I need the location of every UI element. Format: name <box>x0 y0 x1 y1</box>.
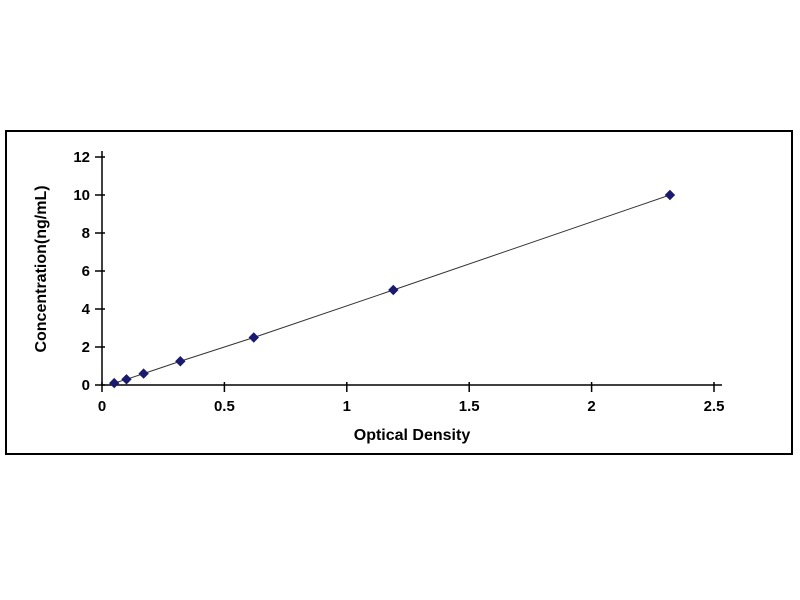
x-axis-label: Optical Density <box>353 427 471 444</box>
svg-text:4: 4 <box>82 301 91 318</box>
svg-text:0: 0 <box>82 377 90 394</box>
chart-frame: 0 2 4 6 8 10 12 0 0.5 1 1.5 2 2.5 Concentration(ng/m… <box>5 130 793 455</box>
svg-text:2: 2 <box>82 339 90 356</box>
svg-text:1.5: 1.5 <box>459 398 480 415</box>
svg-text:10: 10 <box>73 187 90 204</box>
svg-text:0.5: 0.5 <box>214 398 235 415</box>
svg-text:2.5: 2.5 <box>704 398 725 415</box>
standard-curve-plot: 0 2 4 6 8 10 12 0 0.5 1 1.5 2 2.5 <box>73 149 725 415</box>
y-axis-label: Concentration(ng/mL) <box>33 185 50 353</box>
svg-text:2: 2 <box>587 398 595 415</box>
svg-text:6: 6 <box>82 263 90 280</box>
svg-text:1: 1 <box>343 398 351 415</box>
svg-text:0: 0 <box>98 398 106 415</box>
svg-text:12: 12 <box>73 149 90 166</box>
svg-text:8: 8 <box>82 225 90 242</box>
